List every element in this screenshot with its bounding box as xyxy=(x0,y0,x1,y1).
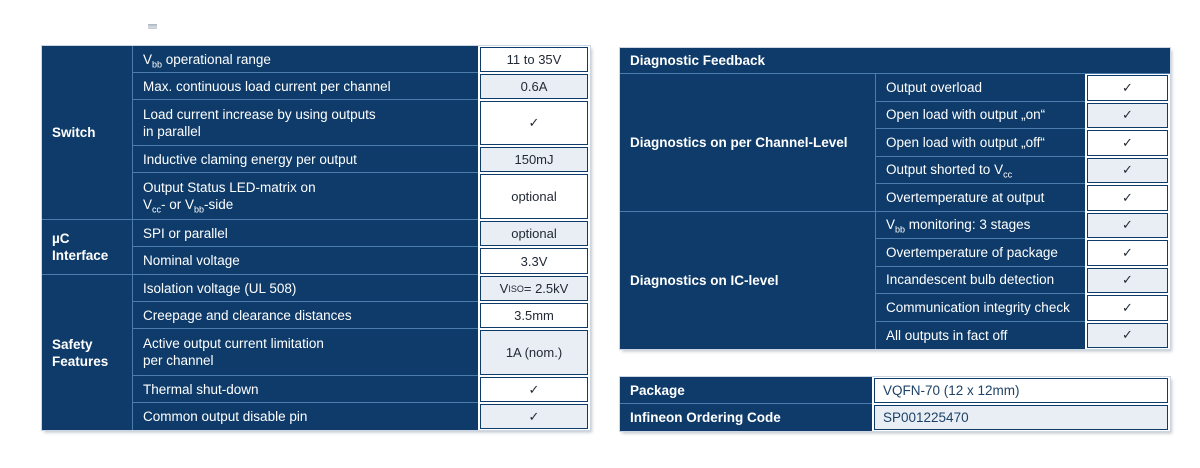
diag-label-open-load-off: Open load with output „off“ xyxy=(876,129,1085,157)
diagnostic-table-body: Diagnostics on per Channel-Level Diagnos… xyxy=(620,74,1170,349)
package-value-text: VQFN-70 (12 x 12mm) xyxy=(883,383,1020,398)
category-label: µC xyxy=(52,231,70,246)
checkmark-icon: ✓ xyxy=(1122,189,1133,205)
package-label-cell: Package xyxy=(620,377,872,404)
check-cell: ✓ xyxy=(1087,322,1168,348)
diag-label-integrity-check: Communication integrity check xyxy=(876,294,1085,322)
value-cell: 3.5mm xyxy=(480,303,588,328)
value-cell: ✓ xyxy=(480,377,588,402)
category-label: Safety xyxy=(52,336,93,352)
value-cell: 11 to 35V xyxy=(480,47,588,72)
spec-label-spi-parallel: SPI or parallel xyxy=(133,220,478,247)
spec-label-current-limitation: Active output current limitation per cha… xyxy=(133,329,478,376)
diagnostic-item-column: Output overload Open load with output „o… xyxy=(875,74,1085,349)
diag-label-overtemp-package: Overtemperature of package xyxy=(876,239,1085,267)
spec-label-nominal-voltage: Nominal voltage xyxy=(133,247,478,275)
value-cell: 3.3V xyxy=(480,248,588,274)
checkmark-icon: ✓ xyxy=(1122,107,1133,123)
category-label: Diagnostics on per Channel-Level xyxy=(630,134,848,150)
check-cell: ✓ xyxy=(1087,185,1168,211)
value-cell: ✓ xyxy=(480,404,588,429)
value-cell: 0.6A xyxy=(480,74,588,99)
category-cell-switch: Switch xyxy=(42,46,132,220)
check-cell: ✓ xyxy=(1087,240,1168,266)
value-text: 0.6A xyxy=(520,79,548,94)
value-text: 150mJ xyxy=(514,152,554,167)
parameter-column: Vbb operational range Max. continuous lo… xyxy=(132,46,478,430)
spec-label-output-disable-pin: Common output disable pin xyxy=(143,409,308,424)
package-value-column: VQFN-70 (12 x 12mm) SP001225470 xyxy=(872,377,1170,431)
diag-label-vbb-monitoring: Vbb monitoring: 3 stages xyxy=(876,212,1085,239)
package-value-cell: VQFN-70 (12 x 12mm) xyxy=(874,378,1168,403)
ordering-code-value-cell: SP001225470 xyxy=(874,405,1168,430)
check-cell: ✓ xyxy=(1087,130,1168,156)
check-cell: ✓ xyxy=(1087,102,1168,128)
category-label: Features xyxy=(52,353,109,369)
diag-label-outputs-off: All outputs in fact off xyxy=(886,327,1008,343)
package-info-table: Package Infineon Ordering Code VQFN-70 (… xyxy=(619,376,1171,432)
value-cell: ✓ xyxy=(480,101,588,145)
check-cell: ✓ xyxy=(1087,267,1168,293)
value-cell: 1A (nom.) xyxy=(480,330,588,375)
checkmark-icon: ✓ xyxy=(1122,79,1133,95)
checkmark-icon: ✓ xyxy=(1122,327,1133,343)
diag-label-shorted-vcc: Output shorted to Vcc xyxy=(876,157,1085,184)
spec-label-max-load-current: Max. continuous load current per channel xyxy=(133,73,478,100)
checkmark-icon: ✓ xyxy=(1122,299,1133,315)
checkmark-icon: ✓ xyxy=(528,381,540,397)
value-column: 11 to 35V 0.6A ✓ 150mJ optional optional… xyxy=(478,46,590,430)
spec-label-clamping-energy: Inductive claming energy per output xyxy=(133,146,478,173)
value-cell: optional xyxy=(480,174,588,219)
check-cell: ✓ xyxy=(1087,295,1168,321)
checkmark-icon: ✓ xyxy=(1122,162,1133,178)
checkmark-icon: ✓ xyxy=(1122,217,1133,233)
spec-table-left: Switch µC Interface Safety Features Vbb … xyxy=(41,45,591,431)
check-cell: ✓ xyxy=(1087,212,1168,238)
diag-label-bulb-detection: Incandescent bulb detection xyxy=(876,267,1085,294)
spec-label-parallel-outputs: Load current increase by using outputs i… xyxy=(133,100,478,146)
value-text: 1A (nom.) xyxy=(505,345,563,360)
stray-mark-artifact xyxy=(148,24,157,29)
diagnostic-category-column: Diagnostics on per Channel-Level Diagnos… xyxy=(620,74,875,349)
category-cell-safety-features: Safety Features xyxy=(42,275,132,430)
ordering-code-text: SP001225470 xyxy=(883,410,969,425)
value-text: 11 to 35V xyxy=(506,52,562,67)
spec-label-thermal-shutdown: Thermal shut-down xyxy=(133,376,478,403)
spec-label-creepage: Creepage and clearance distances xyxy=(133,302,478,329)
value-text: 3.3V xyxy=(520,253,548,269)
diagnostic-check-column: ✓ ✓ ✓ ✓ ✓ ✓ ✓ ✓ ✓ ✓ xyxy=(1085,74,1170,349)
check-cell: ✓ xyxy=(1087,75,1168,101)
diag-label-output-overload: Output overload xyxy=(876,74,1085,102)
category-column: Switch µC Interface Safety Features xyxy=(42,46,132,430)
package-label-column: Package Infineon Ordering Code xyxy=(620,377,872,431)
category-cell-channel-level: Diagnostics on per Channel-Level xyxy=(620,74,875,212)
category-label: Diagnostics on IC-level xyxy=(630,272,779,288)
checkmark-icon: ✓ xyxy=(1122,244,1133,260)
value-cell: 150mJ xyxy=(480,147,588,172)
category-label: Switch xyxy=(52,125,96,140)
checkmark-icon: ✓ xyxy=(1122,272,1133,288)
checkmark-icon: ✓ xyxy=(1122,134,1133,150)
value-cell: optional xyxy=(480,221,588,246)
diagnostic-feedback-table: Diagnostic Feedback Diagnostics on per C… xyxy=(619,47,1171,350)
ordering-code-label-cell: Infineon Ordering Code xyxy=(630,410,781,425)
category-label: Interface xyxy=(52,248,109,263)
category-cell-ic-level: Diagnostics on IC-level xyxy=(620,212,875,350)
value-cell-viso: V ISO = 2.5kV xyxy=(480,276,588,301)
checkmark-icon: ✓ xyxy=(528,115,540,130)
value-text: 3.5mm xyxy=(514,308,554,323)
value-text: optional xyxy=(511,189,557,204)
diag-label-open-load-on: Open load with output „on“ xyxy=(876,102,1085,129)
spec-label-isolation-voltage: Isolation voltage (UL 508) xyxy=(133,275,478,302)
header-label: Diagnostic Feedback xyxy=(630,53,766,68)
diagnostic-feedback-header: Diagnostic Feedback xyxy=(620,48,1170,74)
spec-label-led-matrix: Output Status LED-matrix on Vcc- or Vbb-… xyxy=(133,173,478,220)
check-cell: ✓ xyxy=(1087,157,1168,183)
value-text: optional xyxy=(511,226,557,241)
checkmark-icon: ✓ xyxy=(528,408,540,424)
spec-label-vbb-range: Vbb operational range xyxy=(133,46,478,73)
category-cell-uc-interface: µC Interface xyxy=(42,220,132,275)
diag-label-overtemp-output: Overtemperature at output xyxy=(876,184,1085,212)
